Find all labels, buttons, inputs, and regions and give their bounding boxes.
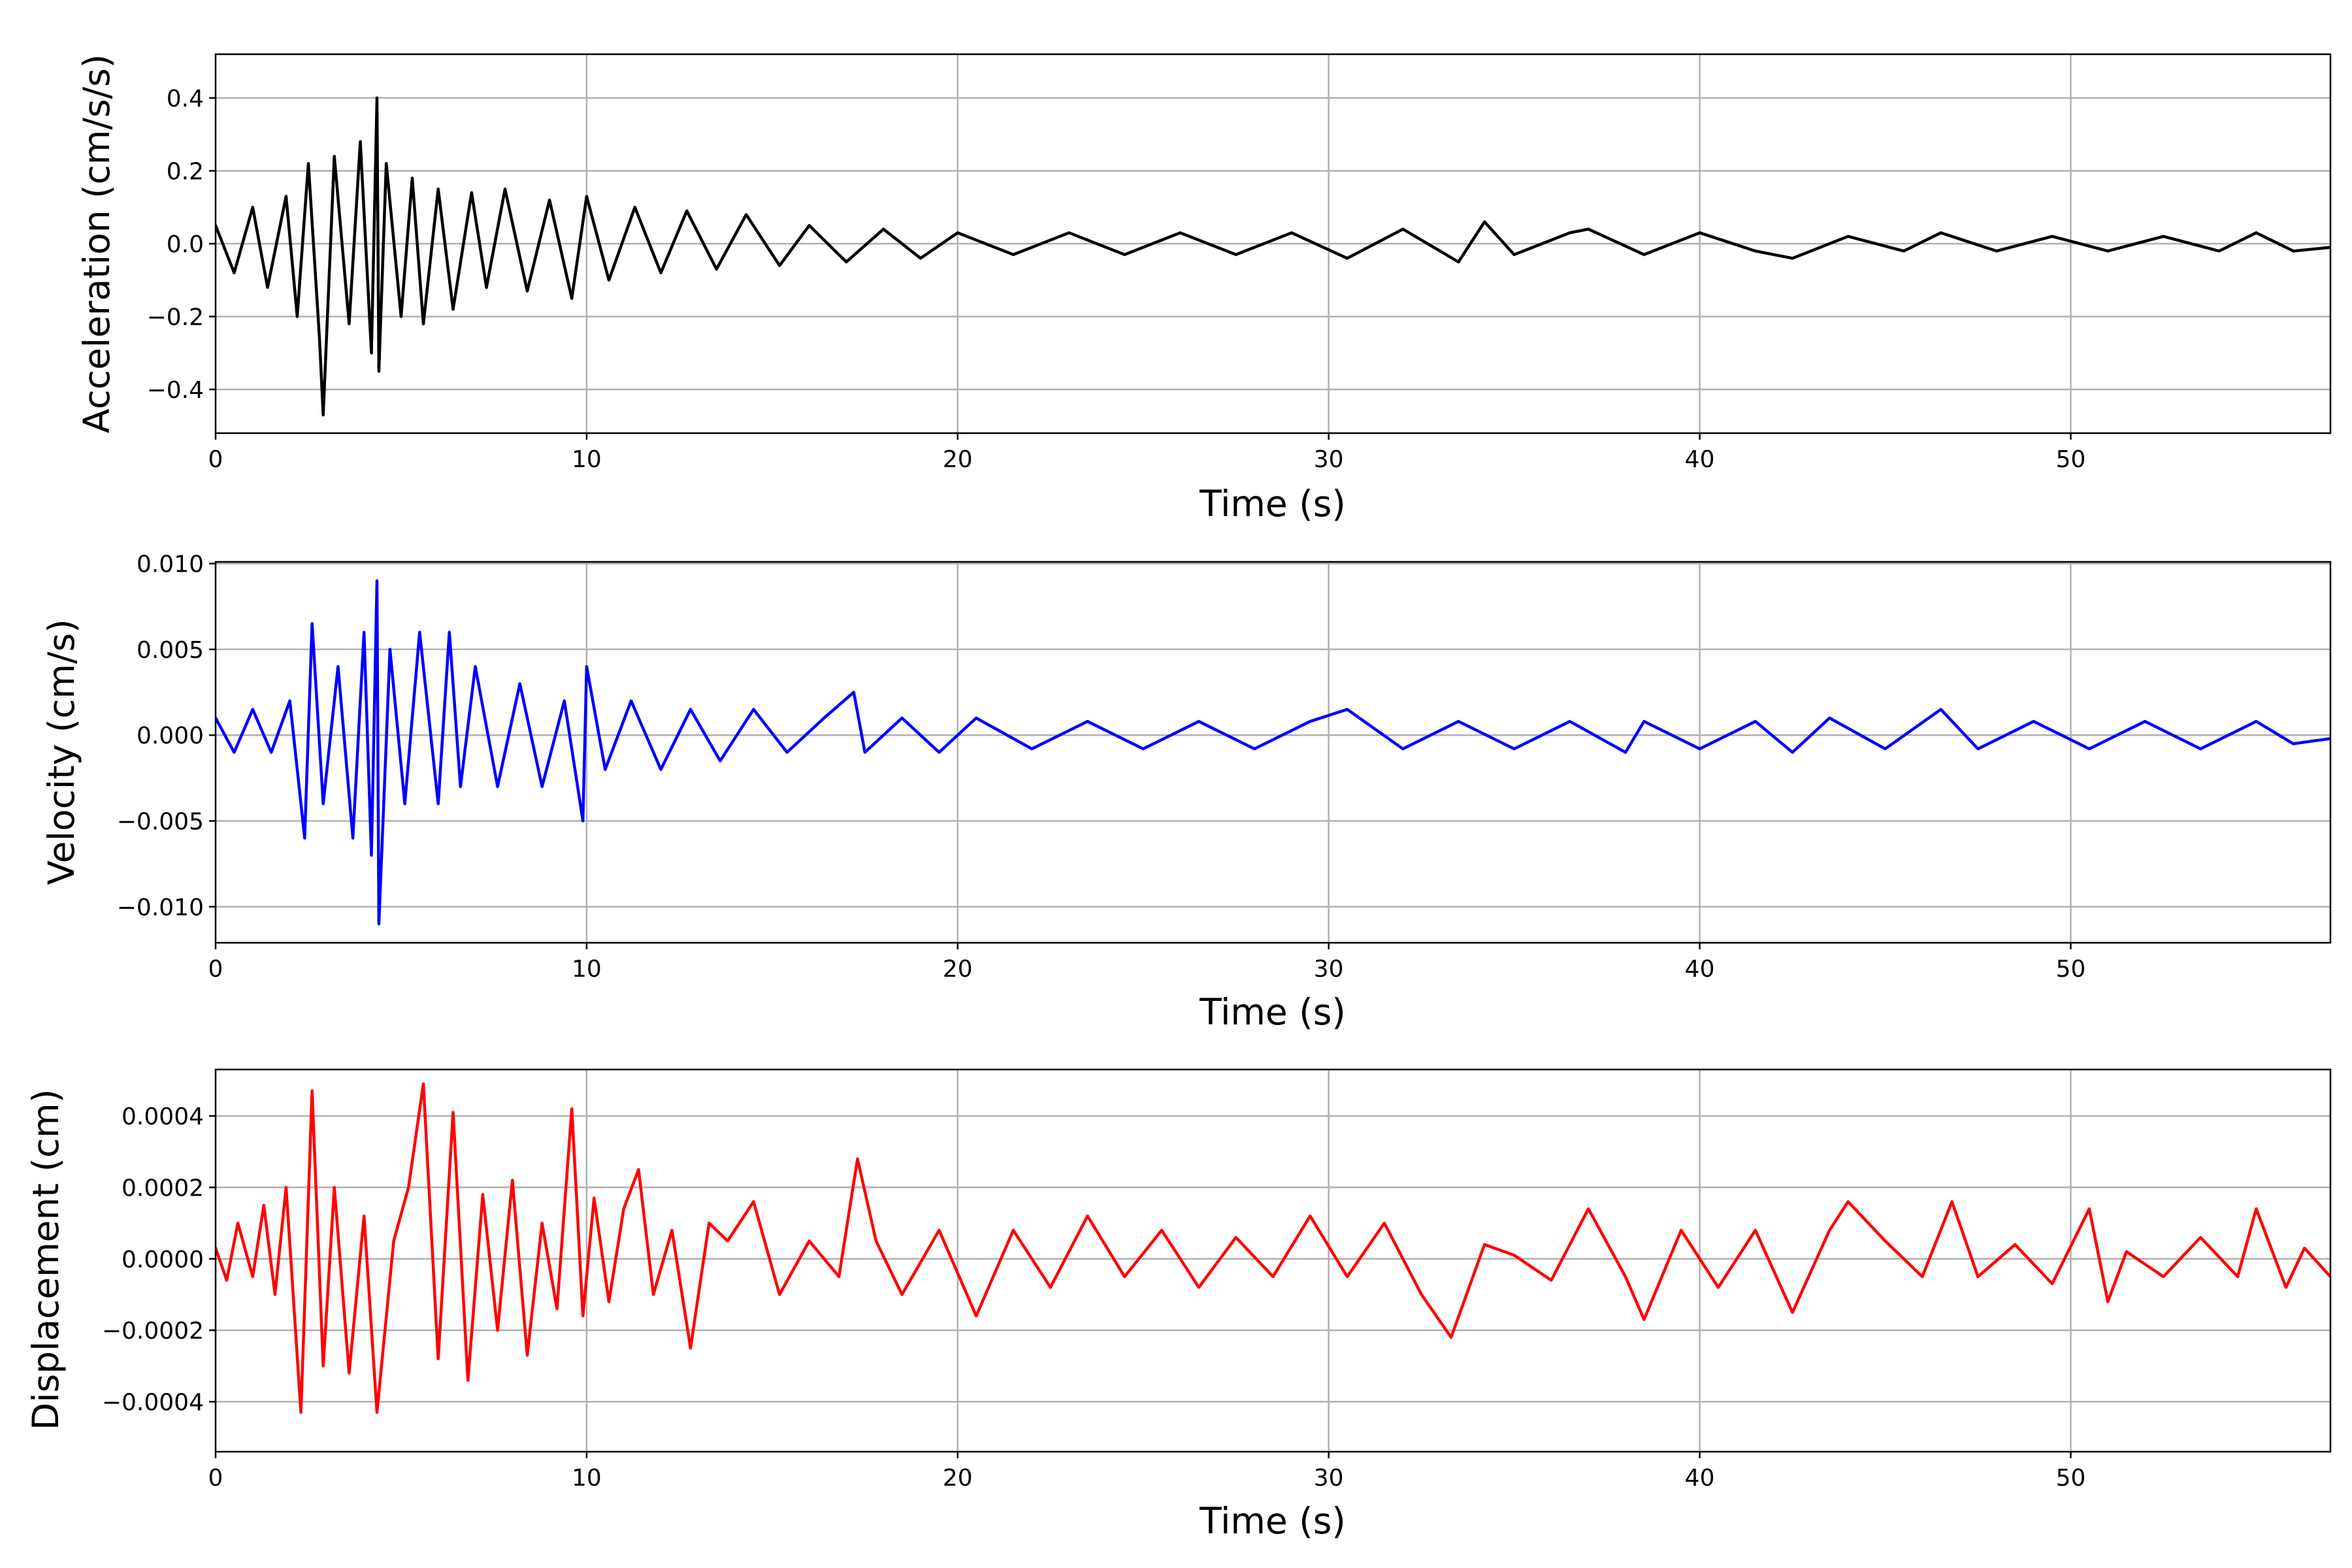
acceleration-x-tick-label: 50 — [2056, 446, 2086, 473]
displacement-grid — [216, 1070, 2330, 1452]
displacement-y-tick-label: 0.0004 — [122, 1103, 204, 1130]
acceleration-x-tick-label: 40 — [1685, 446, 1715, 473]
acceleration-x-tick-label: 20 — [943, 446, 973, 473]
acceleration-grid — [216, 54, 2330, 433]
velocity-trace-layer — [216, 579, 2330, 926]
displacement-x-tick-label: 20 — [943, 1465, 973, 1492]
displacement-y-tick-label: −0.0002 — [102, 1318, 204, 1345]
velocity-x-axis-title: Time (s) — [1199, 991, 1346, 1033]
velocity-ticks: 0 10 20 30 40 50 −0.010 −0.005 0.000 0.005 0.010 — [117, 551, 2086, 983]
acceleration-y-tick-label: −0.2 — [147, 304, 204, 331]
displacement-ticks: 0 10 20 30 40 50 −0.0004 −0.0002 0.0000 0.0002 0.0… — [102, 1103, 2086, 1492]
velocity-x-tick-label: 30 — [1314, 956, 1344, 983]
velocity-x-tick-label: 40 — [1685, 956, 1715, 983]
velocity-grid — [216, 562, 2330, 943]
acceleration-x-tick-label: 10 — [572, 446, 602, 473]
velocity-x-tick-label: 10 — [572, 956, 602, 983]
displacement-x-tick-label: 50 — [2056, 1465, 2086, 1492]
displacement-y-tick-label: 0.0000 — [122, 1247, 204, 1273]
acceleration-ticks: 0 10 20 30 40 50 −0.4 −0.2 0.0 0.2 0.4 — [147, 86, 2086, 473]
displacement-axes-frame — [214, 1068, 2332, 1453]
velocity-axes-frame — [214, 561, 2332, 944]
acceleration-y-axis-title: Acceleration (cm/s/s) — [76, 54, 118, 433]
displacement-x-tick-label: 0 — [208, 1465, 223, 1492]
velocity-panel: 0 10 20 30 40 50 −0.010 −0.005 0.000 0.005 0.010 T… — [41, 551, 2332, 1033]
acceleration-x-tick-label: 0 — [208, 446, 223, 473]
acceleration-panel: 0 10 20 30 40 50 −0.4 −0.2 0.0 0.2 0.4 Time (s) Ac… — [76, 53, 2332, 525]
velocity-x-tick-label: 50 — [2056, 956, 2086, 983]
displacement-y-axis-title: Displacement (cm) — [25, 1089, 67, 1430]
displacement-trace-layer — [216, 1082, 2330, 1414]
acceleration-series-line — [216, 96, 2330, 417]
displacement-series-line — [216, 1082, 2330, 1414]
displacement-y-tick-label: −0.0004 — [102, 1389, 204, 1416]
velocity-y-tick-label: 0.005 — [137, 637, 204, 664]
velocity-y-tick-label: −0.010 — [117, 894, 204, 921]
velocity-y-tick-label: 0.000 — [137, 723, 204, 749]
displacement-x-tick-label: 30 — [1314, 1465, 1344, 1492]
displacement-x-tick-label: 40 — [1685, 1465, 1715, 1492]
acceleration-y-tick-label: −0.4 — [147, 377, 204, 404]
velocity-y-tick-label: 0.010 — [137, 551, 204, 578]
acceleration-x-axis-title: Time (s) — [1199, 483, 1346, 525]
displacement-panel: 0 10 20 30 40 50 −0.0004 −0.0002 0.0000 0.0002 0.0… — [25, 1068, 2332, 1542]
velocity-y-tick-label: −0.005 — [117, 809, 204, 836]
acceleration-trace-layer — [216, 96, 2330, 417]
velocity-series-line — [216, 579, 2330, 926]
acceleration-x-tick-label: 30 — [1314, 446, 1344, 473]
velocity-y-axis-title: Velocity (cm/s) — [41, 619, 82, 885]
acceleration-y-tick-label: 0.4 — [167, 86, 204, 112]
displacement-x-axis-title: Time (s) — [1199, 1500, 1346, 1542]
acceleration-y-tick-label: 0.0 — [167, 231, 204, 258]
displacement-x-tick-label: 10 — [572, 1465, 602, 1492]
acceleration-y-tick-label: 0.2 — [167, 158, 204, 185]
velocity-x-tick-label: 20 — [943, 956, 973, 983]
velocity-x-tick-label: 0 — [208, 956, 223, 983]
displacement-y-tick-label: 0.0002 — [122, 1175, 204, 1201]
